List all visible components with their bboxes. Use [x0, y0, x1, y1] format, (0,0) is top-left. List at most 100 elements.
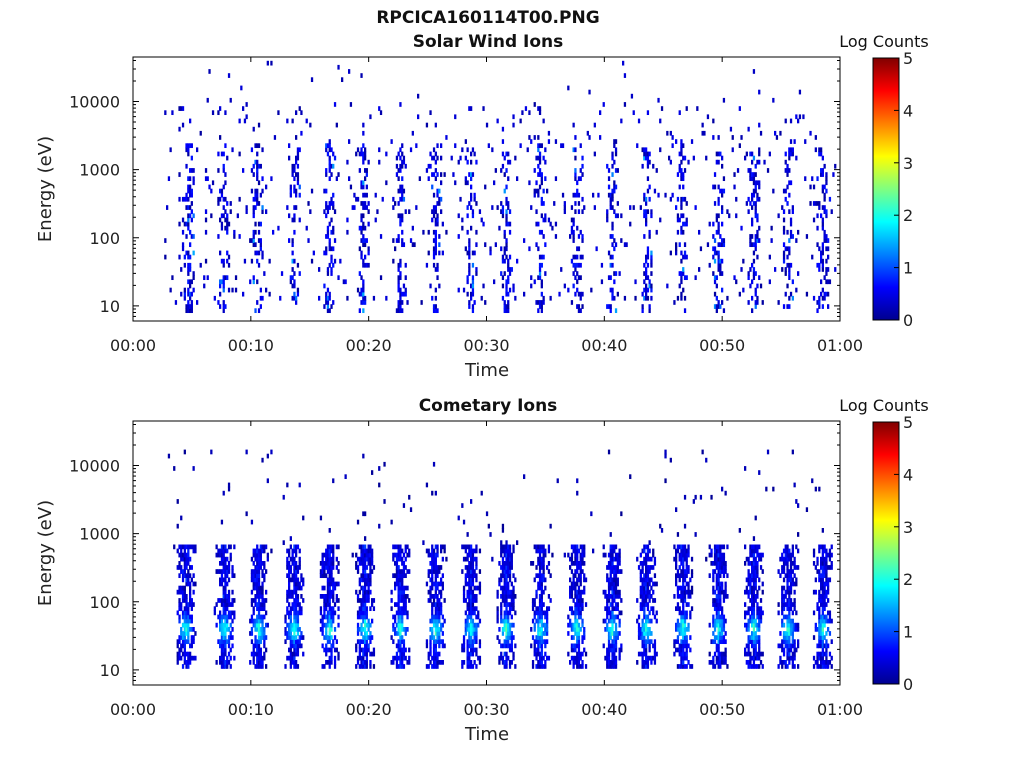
heatmap-cell — [544, 217, 547, 223]
heatmap-cell — [402, 594, 406, 599]
heatmap-cell — [683, 643, 687, 649]
heatmap-cell — [224, 585, 227, 591]
heatmap-cell — [496, 205, 499, 210]
heatmap-cell — [224, 614, 227, 620]
heatmap-cell — [507, 176, 510, 182]
heatmap-cell — [257, 201, 261, 206]
heatmap-cell — [208, 69, 211, 74]
heatmap-cell — [788, 168, 791, 173]
heatmap-cell — [231, 627, 234, 632]
heatmap-cell — [470, 184, 473, 190]
heatmap-cell — [468, 581, 471, 587]
heatmap-cell — [326, 229, 330, 235]
heatmap-cell — [443, 643, 446, 649]
heatmap-cell — [713, 618, 717, 624]
heatmap-cell — [682, 598, 685, 603]
heatmap-cell — [440, 196, 443, 202]
heatmap-cell — [362, 598, 365, 603]
heatmap-cell — [295, 205, 298, 210]
heatmap-cell — [786, 246, 789, 252]
heatmap-cell — [646, 639, 650, 645]
heatmap-cell — [325, 647, 328, 653]
heatmap-cell — [431, 490, 434, 496]
heatmap-cell — [436, 573, 439, 579]
heatmap-cell — [333, 238, 337, 243]
heatmap-cell — [473, 585, 476, 591]
heatmap-cell — [505, 279, 508, 285]
heatmap-cell — [724, 585, 727, 591]
heatmap-cell — [367, 561, 370, 566]
heatmap-cell — [643, 561, 646, 566]
heatmap-cell — [408, 494, 411, 500]
heatmap-cell — [637, 614, 641, 620]
heatmap-cell — [717, 577, 720, 583]
heatmap-cell — [510, 660, 513, 665]
heatmap-cell — [717, 201, 720, 206]
heatmap-cell — [431, 602, 434, 607]
heatmap-cell — [401, 569, 404, 574]
heatmap-cell — [395, 655, 399, 661]
heatmap-cell — [599, 135, 602, 140]
heatmap-cell — [189, 602, 192, 607]
heatmap-cell — [219, 627, 222, 632]
heatmap-cell — [438, 651, 441, 657]
heatmap-cell — [713, 622, 717, 628]
heatmap-cell — [623, 73, 627, 78]
heatmap-cell — [328, 627, 331, 632]
heatmap-cell — [367, 589, 370, 595]
heatmap-cell — [330, 217, 333, 223]
heatmap-cell — [645, 254, 648, 260]
heatmap-cell — [475, 635, 478, 640]
heatmap-cell — [812, 217, 816, 223]
heatmap-cell — [652, 606, 655, 612]
heatmap-cell — [505, 184, 508, 190]
heatmap-cell — [187, 606, 190, 612]
heatmap-cell — [470, 556, 473, 562]
heatmap-cell — [648, 610, 651, 616]
heatmap-cell — [713, 561, 717, 566]
heatmap-cell — [579, 291, 582, 297]
heatmap-cell — [406, 610, 409, 616]
heatmap-cell — [468, 569, 471, 574]
heatmap-cell — [652, 589, 655, 595]
heatmap-cell — [397, 631, 400, 636]
heatmap-cell — [436, 627, 439, 632]
heatmap-cell — [256, 556, 259, 562]
heatmap-cell — [185, 561, 188, 566]
heatmap-cell — [749, 660, 752, 665]
heatmap-cell — [542, 569, 545, 574]
heatmap-cell — [226, 627, 229, 632]
heatmap-cell — [291, 643, 294, 649]
heatmap-cell — [468, 610, 471, 616]
heatmap-cell — [187, 639, 190, 645]
heatmap-cell — [606, 594, 609, 599]
heatmap-cell — [498, 655, 501, 661]
heatmap-cell — [332, 192, 335, 198]
heatmap-cell — [508, 556, 512, 562]
heatmap-cell — [404, 594, 407, 599]
heatmap-cell — [788, 238, 791, 243]
heatmap-cell — [507, 639, 510, 645]
heatmap-cell — [397, 300, 400, 305]
heatmap-cell — [788, 192, 791, 198]
heatmap-cell — [512, 635, 515, 640]
heatmap-cell — [717, 151, 720, 157]
heatmap-cell — [337, 614, 340, 620]
heatmap-cell — [664, 192, 667, 198]
heatmap-cell — [828, 279, 832, 285]
heatmap-cell — [540, 143, 543, 149]
heatmap-cell — [222, 287, 225, 293]
heatmap-cell — [231, 610, 234, 616]
heatmap-cell — [436, 267, 439, 272]
heatmap-cell — [747, 556, 750, 562]
heatmap-cell — [468, 627, 471, 632]
heatmap-cell — [187, 577, 190, 583]
heatmap-cell — [653, 556, 657, 562]
heatmap-cell — [432, 250, 436, 256]
heatmap-cell — [572, 598, 575, 603]
heatmap-cell — [204, 209, 208, 215]
heatmap-cell — [466, 569, 469, 574]
heatmap-cell — [576, 192, 579, 198]
heatmap-cell — [549, 221, 552, 227]
heatmap-cell — [685, 217, 688, 223]
